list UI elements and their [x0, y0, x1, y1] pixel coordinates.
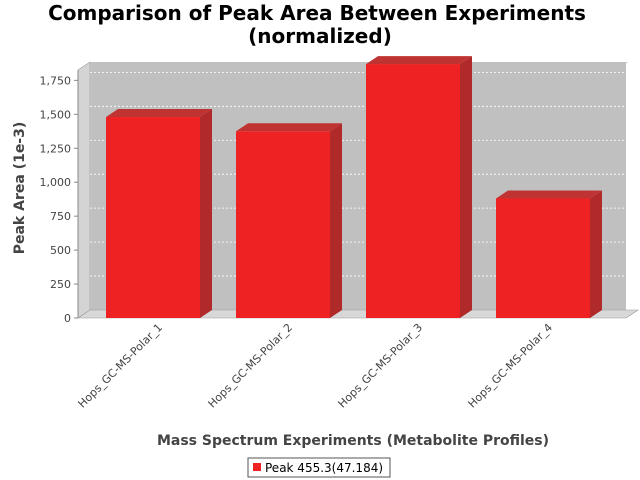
bar	[366, 56, 472, 319]
bar-side	[590, 190, 602, 318]
bar-front	[366, 64, 460, 318]
y-tick-label: 1,250	[40, 142, 72, 155]
bar-front	[496, 198, 590, 318]
bar	[236, 123, 342, 318]
bar-top	[236, 123, 342, 132]
x-tick-label: Hops_GC-MS-Polar_1	[76, 321, 166, 411]
bar	[496, 190, 602, 318]
y-tick-label: 250	[50, 278, 71, 291]
bar-front	[236, 131, 330, 318]
y-tick-label: 1,750	[40, 74, 72, 87]
bars	[106, 56, 602, 319]
x-tick-label: Hops_GC-MS-Polar_4	[466, 321, 556, 411]
bar-side	[200, 109, 212, 318]
y-tick-label: 750	[50, 210, 71, 223]
x-tick-label: Hops_GC-MS-Polar_2	[206, 321, 296, 411]
legend-swatch	[253, 463, 261, 471]
bar-side	[460, 56, 472, 319]
y-tick-label: 0	[64, 312, 71, 325]
bar-top	[106, 109, 212, 118]
bar-side	[330, 123, 342, 318]
chart-title: Comparison of Peak Area Between Experime…	[48, 1, 586, 25]
legend-box	[247, 457, 391, 478]
chart-subtitle: (normalized)	[248, 24, 392, 48]
y-axis: 0 250 500 750 1,000 1,250 1,500 1,750	[40, 70, 79, 325]
bar-top	[366, 56, 472, 65]
x-axis: Hops_GC-MS-Polar_1 Hops_GC-MS-Polar_2 Hops…	[76, 321, 556, 411]
y-tick-label: 500	[50, 244, 71, 257]
bar	[106, 109, 212, 318]
y-tick-label: 1,500	[40, 108, 72, 121]
x-axis-label: Mass Spectrum Experiments (Metabolite Pr…	[157, 433, 549, 449]
y-tick-label: 1,000	[40, 176, 72, 189]
x-tick-label: Hops_GC-MS-Polar_3	[336, 321, 426, 411]
legend-label: Peak 455.3(47.184)	[265, 461, 383, 475]
plot-left-wall	[77, 61, 91, 319]
legend: Peak 455.3(47.184)	[247, 457, 391, 478]
bar-top	[496, 190, 602, 199]
bar-front	[106, 117, 200, 318]
y-axis-label: Peak Area (1e-3)	[12, 122, 28, 255]
